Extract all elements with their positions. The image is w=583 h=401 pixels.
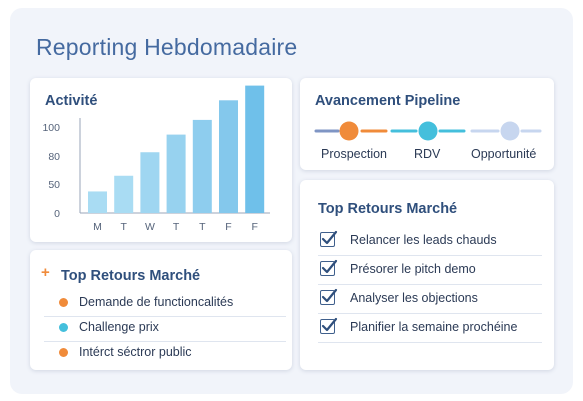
stage-opportunite-label: Opportunité	[471, 147, 537, 161]
x-tick-label: M	[93, 221, 102, 233]
x-tick-label: T	[120, 221, 127, 233]
checklist-item-label: Présorer le pitch demo	[350, 262, 476, 276]
bar-5[interactable]	[219, 100, 238, 213]
stage-rdv-label: RDV	[414, 147, 441, 161]
list-item[interactable]: Demande de functioncalités	[44, 292, 286, 317]
checklist-item-label: Analyser les objections	[350, 291, 478, 305]
bullet-dot-icon	[59, 323, 68, 332]
checkbox-checked-icon[interactable]	[320, 288, 338, 305]
bar-1[interactable]	[114, 175, 134, 213]
activity-bar-chart: 0 50 80 100 M T W T T F F	[42, 85, 270, 233]
activity-title: Activité	[45, 93, 98, 109]
stage-opportunite-dot[interactable]	[500, 121, 520, 141]
y-tick-label: 50	[48, 179, 60, 191]
bar-2[interactable]	[140, 152, 160, 213]
x-tick-label: T	[199, 221, 206, 233]
checklist-item-label: Relancer les leads chauds	[350, 233, 497, 247]
x-tick-label: F	[251, 221, 257, 233]
feedback-title: Top Retours Marché	[61, 268, 201, 284]
x-tick-label: T	[173, 221, 180, 233]
x-tick-label: F	[225, 221, 231, 233]
stage-prospection-label: Prospection	[321, 147, 388, 161]
pipeline-title: Avancement Pipeline	[315, 93, 461, 109]
stage-rdv-dot[interactable]	[418, 121, 438, 141]
checkbox-checked-icon[interactable]	[320, 259, 338, 276]
checklist-item[interactable]: Présorer le pitch demo	[318, 256, 542, 285]
activity-card: Activité 0 50 80 100 M T W T T F F	[30, 78, 292, 242]
bullet-dot-icon	[59, 298, 68, 307]
stage-prospection-dot[interactable]	[339, 121, 359, 141]
bar-6[interactable]	[245, 85, 265, 213]
y-tick-label: 0	[54, 208, 60, 220]
pipeline-card: Avancement Pipeline	[300, 78, 554, 170]
checklist-item[interactable]: Planifier la semaine prochéine	[318, 314, 542, 343]
page-title: Reporting Hebdomadaire	[36, 34, 298, 60]
bar-3[interactable]	[166, 134, 186, 213]
y-tick-label: 80	[48, 151, 60, 163]
pipeline-progress	[314, 121, 542, 141]
list-item[interactable]: Intérct séctror public	[44, 342, 286, 366]
feedback-item-label: Challenge prix	[79, 320, 159, 334]
checklist-item[interactable]: Analyser les objections	[318, 285, 542, 314]
checklist-item[interactable]: Relancer les leads chauds	[318, 227, 542, 256]
bar-4[interactable]	[192, 119, 212, 213]
checklist-item-label: Planifier la semaine prochéine	[350, 320, 518, 334]
plus-icon[interactable]: +	[41, 264, 50, 281]
x-tick-label: W	[145, 221, 155, 233]
feedback-item-label: Demande de functioncalités	[79, 295, 234, 309]
checkbox-checked-icon[interactable]	[320, 317, 338, 334]
bullet-dot-icon	[59, 348, 68, 357]
y-tick-label: 100	[42, 122, 60, 134]
list-item[interactable]: Challenge prix	[44, 317, 286, 342]
tasks-title: Top Retours Marché	[318, 201, 458, 217]
feedback-item-label: Intérct séctror public	[79, 345, 192, 359]
checkbox-checked-icon[interactable]	[320, 230, 338, 247]
feedback-card: Top Retours Marché Demande de functionca…	[30, 250, 292, 370]
bar-0[interactable]	[88, 191, 107, 213]
tasks-card: Top Retours Marché Relancer les leads ch…	[300, 180, 554, 370]
